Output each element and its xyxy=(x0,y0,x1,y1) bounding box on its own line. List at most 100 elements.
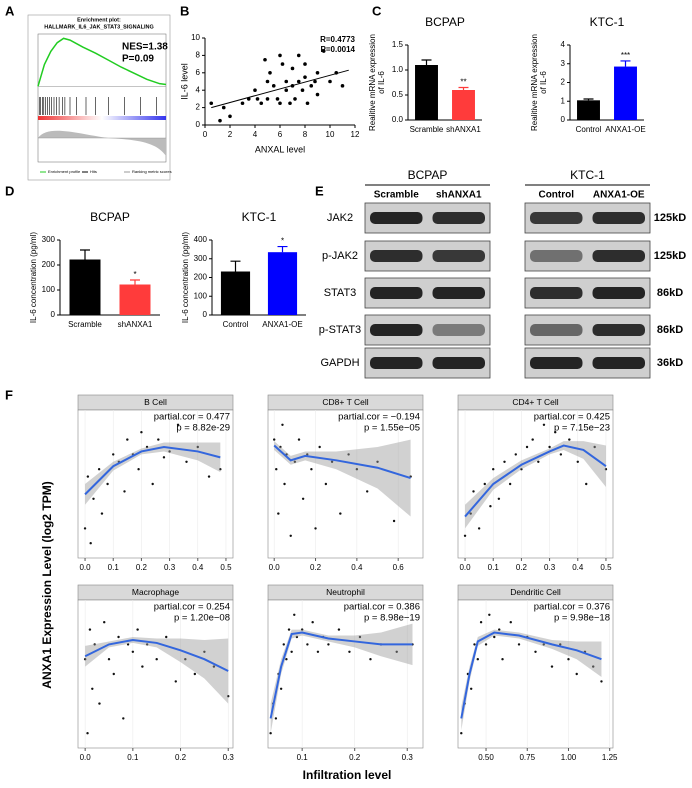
point xyxy=(318,445,321,449)
size-label: 125kD xyxy=(654,212,686,224)
point xyxy=(514,453,517,456)
x-tick-label: 1.00 xyxy=(561,753,577,762)
point xyxy=(488,613,491,616)
y-axis-label: ANXA1 Expression Level (log2 TPM) xyxy=(40,481,54,688)
point xyxy=(324,482,328,486)
x-tick-label: 0.1 xyxy=(108,563,120,572)
x-tick-label: 0.75 xyxy=(519,753,535,762)
blot-group: KTC-1 xyxy=(570,168,605,182)
x-tick-label: 0 xyxy=(203,130,208,139)
point xyxy=(328,79,332,84)
x-axis-label: Infiltration level xyxy=(303,768,392,782)
band xyxy=(432,212,485,224)
point xyxy=(534,650,537,653)
x-tick-label: 0.2 xyxy=(349,753,361,762)
point xyxy=(279,687,283,690)
point xyxy=(285,658,288,661)
x-tick-label: 0.4 xyxy=(572,563,584,572)
confidence-band xyxy=(270,623,413,734)
point xyxy=(469,687,473,690)
band xyxy=(530,287,583,299)
band xyxy=(592,287,645,299)
confidence-band xyxy=(274,439,411,517)
point xyxy=(212,665,216,668)
point xyxy=(592,665,595,668)
point xyxy=(296,53,301,58)
point xyxy=(278,101,282,106)
point xyxy=(376,460,379,463)
point xyxy=(340,84,345,88)
y-tick-label: 1.5 xyxy=(392,40,404,49)
x-tick-label: 0.0 xyxy=(79,563,91,572)
point xyxy=(184,658,187,661)
band xyxy=(530,324,583,336)
y-axis-label: of IL-6 xyxy=(377,71,386,94)
y-axis-label: Realitive mRNA expression xyxy=(530,34,539,131)
point xyxy=(314,527,317,530)
point xyxy=(469,512,472,515)
x-tick-label: 2 xyxy=(228,130,233,139)
point xyxy=(305,101,310,106)
blot-group: BCPAP xyxy=(408,168,448,182)
point xyxy=(145,643,149,646)
annotation: P=0.09 xyxy=(122,54,154,65)
band xyxy=(432,250,485,262)
point xyxy=(106,482,109,486)
size-label: 36kD xyxy=(657,357,683,369)
point xyxy=(531,438,534,441)
point xyxy=(330,460,334,463)
y-tick-label: 400 xyxy=(194,235,208,244)
lane-label: shANXA1 xyxy=(436,190,482,201)
point xyxy=(337,628,341,631)
point xyxy=(548,445,551,449)
point xyxy=(123,490,126,493)
plot-frame xyxy=(77,599,234,749)
x-tick-label: 1.25 xyxy=(602,753,618,762)
y-tick-label: 200 xyxy=(42,260,56,269)
x-tick-label: 0.5 xyxy=(600,563,612,572)
point xyxy=(288,101,292,106)
point xyxy=(316,650,320,653)
panel-label: D xyxy=(5,183,14,198)
point xyxy=(92,497,95,500)
point xyxy=(290,650,293,653)
point xyxy=(479,621,483,624)
protein-label: GAPDH xyxy=(320,357,359,369)
point xyxy=(517,643,521,646)
confidence-band xyxy=(85,442,221,505)
significance: * xyxy=(133,270,136,279)
point xyxy=(489,505,492,508)
bar xyxy=(577,100,600,120)
point xyxy=(484,643,488,646)
panel-label: A xyxy=(5,3,15,18)
y-tick-label: 2 xyxy=(561,78,566,87)
facet-title: CD8+ T Cell xyxy=(322,397,368,407)
annotation: R=0.4773 xyxy=(320,35,355,44)
size-label: 86kD xyxy=(657,287,683,299)
point xyxy=(168,450,171,453)
y-tick-label: 300 xyxy=(194,254,208,263)
point xyxy=(550,665,554,668)
protein-label: JAK2 xyxy=(327,212,353,224)
y-tick-label: 0.0 xyxy=(392,115,404,124)
y-tick-label: 200 xyxy=(194,273,208,282)
x-tick-label: 0.0 xyxy=(269,563,281,572)
point xyxy=(263,57,267,62)
point xyxy=(395,650,398,653)
y-tick-label: 100 xyxy=(42,285,56,294)
band xyxy=(370,250,423,262)
y-tick-label: 0 xyxy=(203,310,208,319)
point xyxy=(492,468,495,471)
point xyxy=(155,658,158,661)
band xyxy=(592,357,645,369)
point xyxy=(347,453,350,456)
x-tick-label: 6 xyxy=(278,130,283,139)
smooth-curve xyxy=(269,631,413,719)
point xyxy=(275,468,278,471)
plot-frame xyxy=(457,599,614,749)
y-axis-label: IL-6 concentration (pg/ml) xyxy=(181,232,190,323)
y-tick-label: 8 xyxy=(196,51,201,60)
point xyxy=(542,643,545,646)
protein-label: p-JAK2 xyxy=(322,250,358,262)
x-tick-label: 0.3 xyxy=(223,753,235,762)
